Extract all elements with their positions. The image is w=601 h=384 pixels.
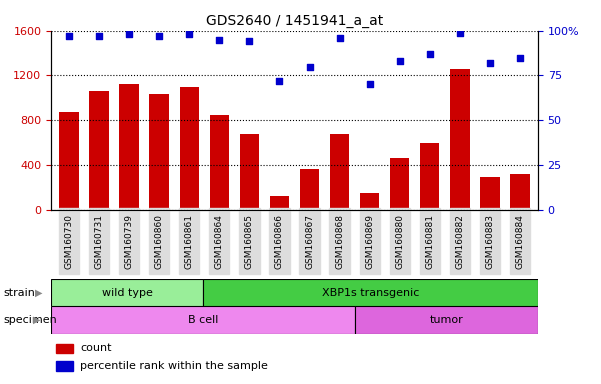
Point [185, 31, 194, 37]
Bar [510, 174, 529, 210]
Bar [180, 87, 199, 210]
Text: specimen: specimen [3, 315, 56, 325]
Bar [330, 134, 349, 210]
Point [124, 31, 134, 37]
Point [215, 36, 224, 43]
Bar [203, 279, 538, 306]
Bar [450, 69, 469, 210]
Bar [270, 196, 289, 210]
Bar [56, 344, 73, 353]
Bar [150, 94, 169, 210]
Text: count: count [81, 343, 112, 354]
Text: wild type: wild type [102, 288, 153, 298]
Text: XBP1s transgenic: XBP1s transgenic [322, 288, 419, 298]
Bar [120, 84, 139, 210]
Bar [210, 114, 229, 210]
Bar [390, 158, 409, 210]
Text: percentile rank within the sample: percentile rank within the sample [81, 361, 268, 371]
Bar [56, 361, 73, 371]
Point [245, 38, 254, 45]
Bar [300, 169, 319, 210]
Point [395, 58, 404, 64]
Bar [480, 177, 499, 210]
Point [515, 55, 525, 61]
Point [335, 35, 344, 41]
Point [305, 63, 314, 70]
Point [64, 33, 74, 39]
Bar [360, 193, 379, 210]
Bar [240, 134, 259, 210]
Bar [355, 306, 538, 334]
Bar [51, 279, 203, 306]
Text: B cell: B cell [188, 315, 218, 325]
Text: ▶: ▶ [33, 315, 40, 325]
Point [485, 60, 495, 66]
Text: strain: strain [3, 288, 35, 298]
Bar [420, 142, 439, 210]
Point [365, 81, 374, 88]
Point [455, 30, 465, 36]
Point [154, 33, 164, 39]
Point [94, 33, 104, 39]
Text: tumor: tumor [430, 315, 463, 325]
Title: GDS2640 / 1451941_a_at: GDS2640 / 1451941_a_at [206, 14, 383, 28]
Point [275, 78, 284, 84]
Point [425, 51, 435, 57]
Bar [90, 91, 109, 210]
Bar [51, 306, 355, 334]
Bar [59, 113, 79, 210]
Text: ▶: ▶ [35, 288, 42, 298]
